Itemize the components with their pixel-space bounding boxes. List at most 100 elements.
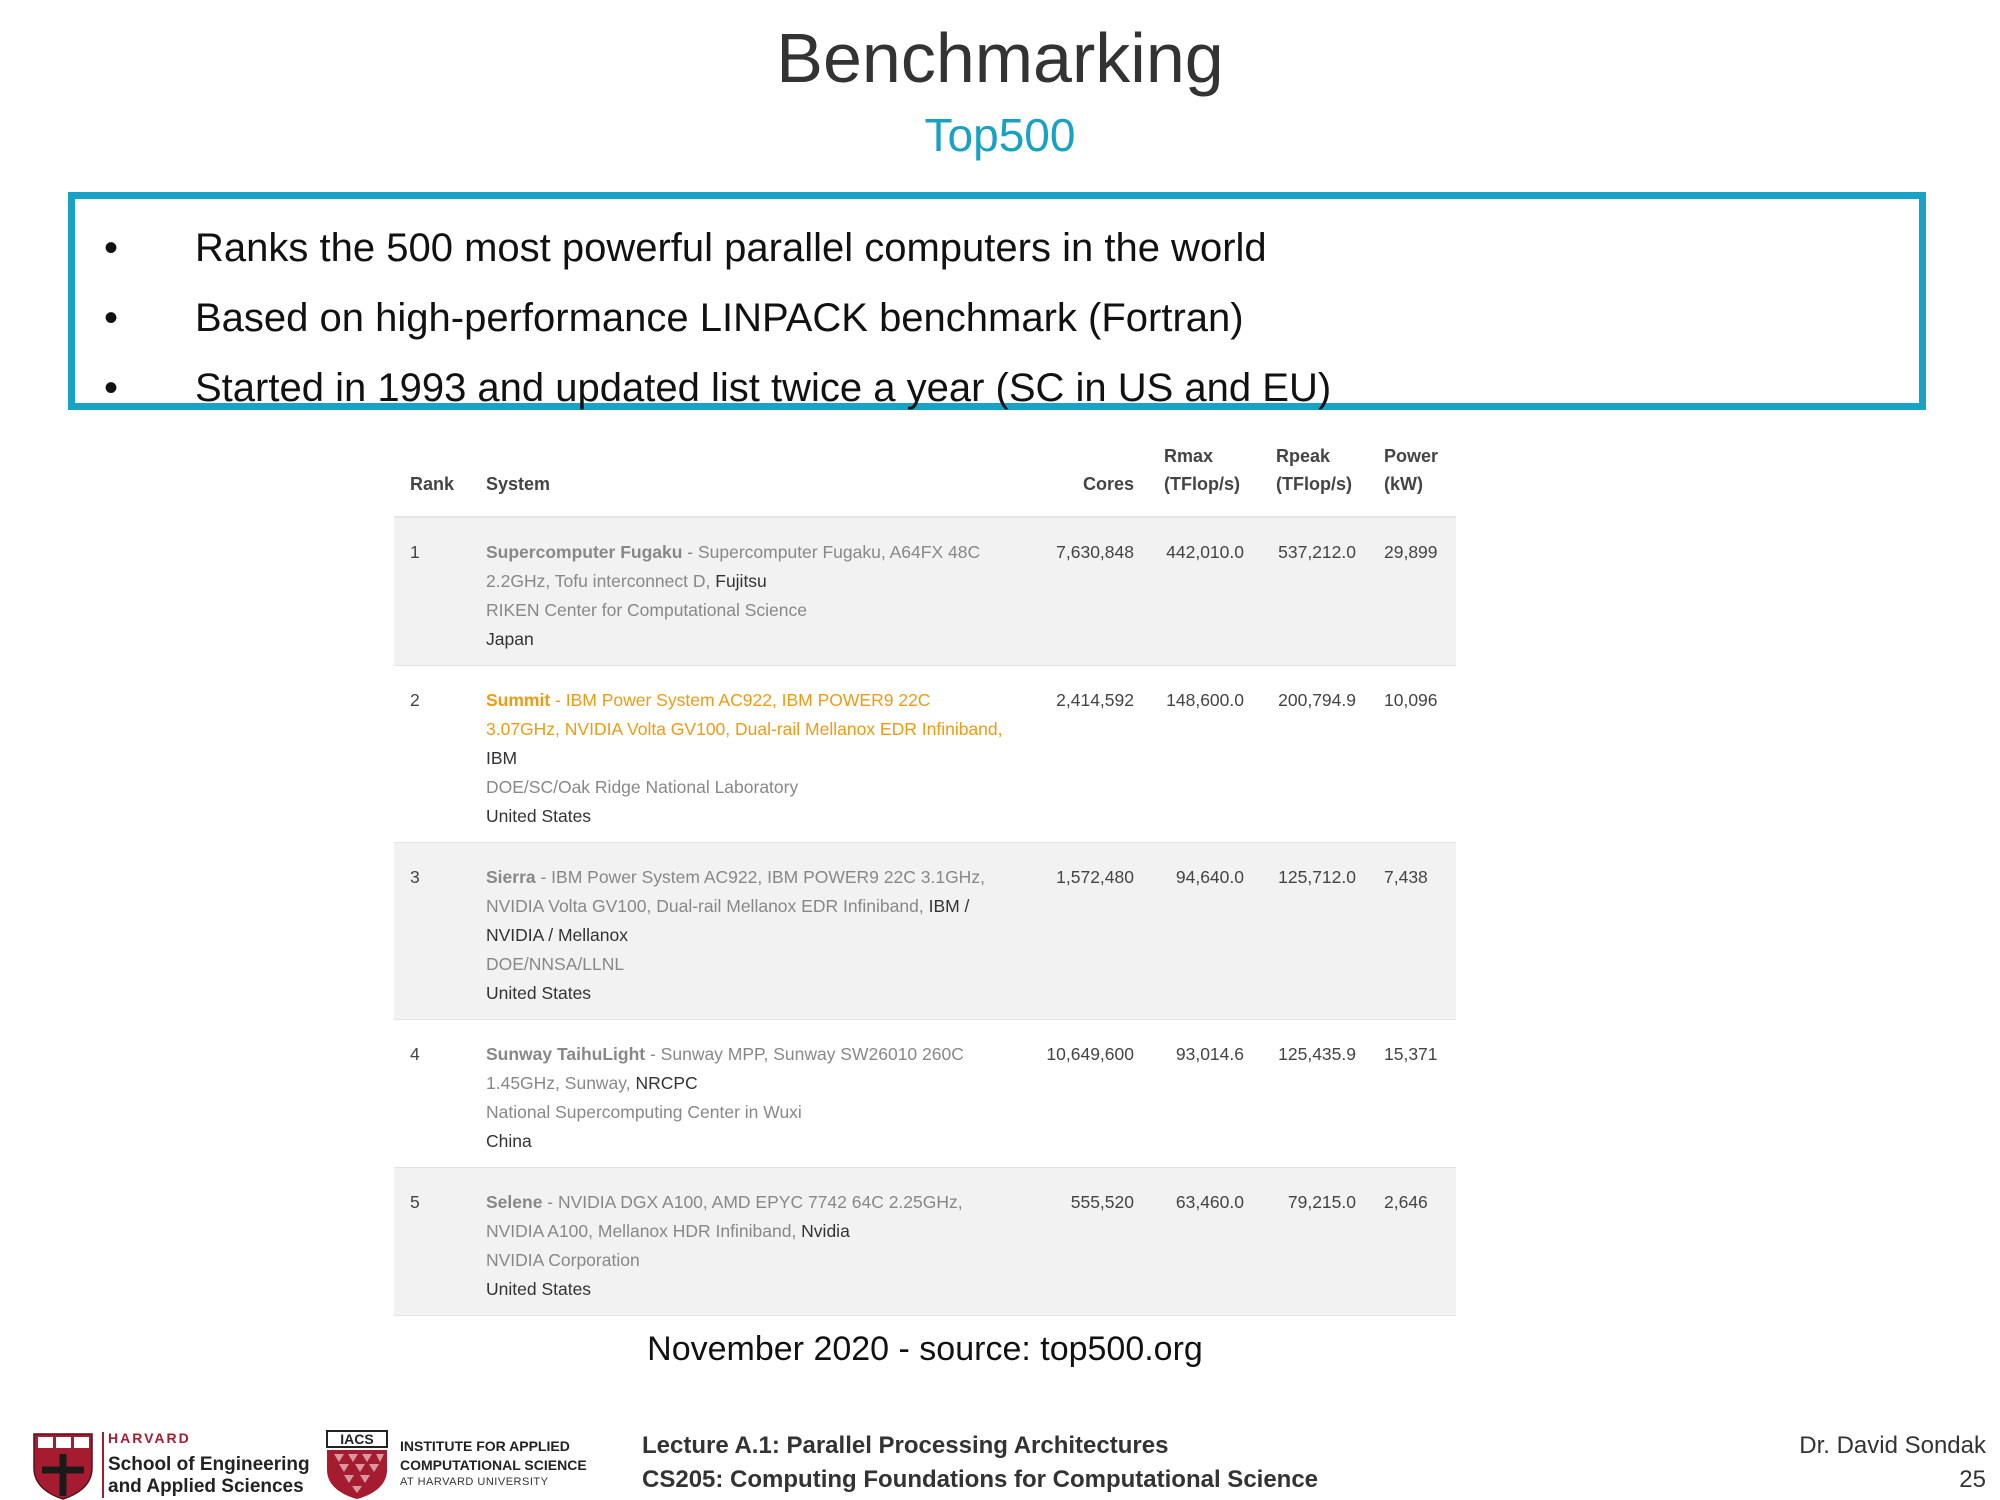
iacs-line1: INSTITUTE FOR APPLIED: [400, 1438, 570, 1454]
bullet-text: Based on high-performance LINPACK benchm…: [195, 295, 1244, 340]
bullet-dot: •: [103, 295, 118, 340]
slide-subtitle: Top500: [924, 109, 1076, 161]
system-vendor[interactable]: Fujitsu: [715, 571, 767, 591]
system-country[interactable]: United States: [486, 1279, 592, 1299]
page-number: 25: [1959, 1466, 1986, 1493]
system-site[interactable]: NVIDIA Corporation: [486, 1250, 640, 1270]
header-system: System: [486, 474, 551, 494]
system-vendor[interactable]: IBM: [486, 748, 518, 768]
rank-cell: 3: [410, 867, 420, 887]
system-name-link[interactable]: Sierra: [486, 867, 536, 887]
rmax-cell: 93,014.6: [1175, 1044, 1244, 1064]
iacs-badge: IACS: [340, 1431, 373, 1447]
header-cores: Cores: [1082, 474, 1134, 494]
rpeak-cell: 125,712.0: [1278, 867, 1356, 887]
table-row: 5 Selene - NVIDIA DGX A100, AMD EPYC 774…: [394, 1168, 1456, 1316]
source-caption: November 2020 - source: top500.org: [647, 1330, 1203, 1368]
rpeak-cell: 537,212.0: [1278, 542, 1356, 562]
header-rmax-line2: (TFlop/s): [1164, 474, 1240, 494]
rmax-cell: 63,460.0: [1175, 1192, 1244, 1212]
rpeak-cell: 200,794.9: [1278, 690, 1356, 710]
system-vendor[interactable]: Nvidia: [801, 1221, 850, 1241]
header-power: Power (kW): [1384, 442, 1438, 498]
iacs-line2: COMPUTATIONAL SCIENCE: [400, 1457, 587, 1473]
iacs-logo-icon: [326, 1430, 388, 1499]
cores-cell: 555,520: [1070, 1192, 1134, 1212]
system-cell: Sierra - IBM Power System AC922, IBM POW…: [486, 863, 1006, 1008]
header-power-line2: (kW): [1384, 474, 1423, 494]
system-cell: Sunway TaihuLight - Sunway MPP, Sunway S…: [486, 1040, 1006, 1156]
rpeak-cell: 79,215.0: [1287, 1192, 1356, 1212]
top500-table: Rank System Cores Rmax (TFlop/s) Rpeak (…: [394, 434, 1456, 1316]
system-name-link[interactable]: Summit: [486, 690, 551, 710]
system-cell: Selene - NVIDIA DGX A100, AMD EPYC 7742 …: [486, 1188, 1006, 1304]
system-site[interactable]: DOE/NNSA/LLNL: [486, 954, 625, 974]
system-desc[interactable]: - NVIDIA DGX A100, AMD EPYC 7742 64C 2.2…: [486, 1192, 963, 1241]
rank-cell: 5: [410, 1192, 420, 1212]
table-header: Rank System Cores Rmax (TFlop/s) Rpeak (…: [394, 434, 1456, 518]
header-power-line1: Power: [1384, 446, 1439, 466]
system-country[interactable]: United States: [486, 806, 592, 826]
system-country[interactable]: China: [486, 1131, 532, 1151]
harvard-school-line2: and Applied Sciences: [108, 1476, 304, 1497]
rpeak-cell: 125,435.9: [1278, 1044, 1356, 1064]
system-site[interactable]: RIKEN Center for Computational Science: [486, 600, 807, 620]
system-desc[interactable]: - IBM Power System AC922, IBM POWER9 22C…: [486, 867, 985, 916]
cores-cell: 1,572,480: [1056, 867, 1134, 887]
cores-cell: 7,630,848: [1056, 542, 1134, 562]
table-row: 4 Sunway TaihuLight - Sunway MPP, Sunway…: [394, 1020, 1456, 1168]
rank-cell: 4: [410, 1044, 420, 1064]
system-cell: Summit - IBM Power System AC922, IBM POW…: [486, 686, 1006, 831]
header-rank: Rank: [410, 474, 455, 494]
header-rpeak-line2: (TFlop/s): [1276, 474, 1352, 494]
system-cell: Supercomputer Fugaku - Supercomputer Fug…: [486, 538, 1006, 654]
system-desc[interactable]: - IBM Power System AC922, IBM POWER9 22C…: [486, 690, 1003, 739]
system-desc[interactable]: - Sunway MPP, Sunway SW26010 260C 1.45GH…: [486, 1044, 964, 1093]
rmax-cell: 94,640.0: [1175, 867, 1244, 887]
rank-cell: 1: [410, 542, 420, 562]
system-name-link[interactable]: Sunway TaihuLight: [486, 1044, 646, 1064]
table-row: 3 Sierra - IBM Power System AC922, IBM P…: [394, 843, 1456, 1020]
power-cell: 15,371: [1384, 1044, 1438, 1064]
power-cell: 7,438: [1384, 867, 1428, 887]
table-row: 1 Supercomputer Fugaku - Supercomputer F…: [394, 518, 1456, 666]
harvard-divider: [102, 1432, 104, 1498]
power-cell: 2,646: [1384, 1192, 1428, 1212]
bullet-text: Ranks the 500 most powerful parallel com…: [195, 225, 1267, 270]
header-rmax-line1: Rmax: [1164, 446, 1214, 466]
cores-cell: 2,414,592: [1056, 690, 1134, 710]
bullet-text: Started in 1993 and updated list twice a…: [195, 365, 1332, 410]
rmax-cell: 442,010.0: [1166, 542, 1244, 562]
system-country[interactable]: Japan: [486, 629, 534, 649]
slide-footer: HARVARD School of Engineering and Applie…: [0, 1428, 2000, 1500]
system-name-link[interactable]: Supercomputer Fugaku: [486, 542, 683, 562]
iacs-badge-text: IACS: [340, 1431, 373, 1447]
system-name-link[interactable]: Selene: [486, 1192, 543, 1212]
lecture-title: Lecture A.1: Parallel Processing Archite…: [642, 1432, 1169, 1459]
header-rpeak-line1: Rpeak: [1276, 446, 1331, 466]
rmax-cell: 148,600.0: [1166, 690, 1244, 710]
slide-title: Benchmarking: [776, 19, 1224, 97]
bullet-box: • Ranks the 500 most powerful parallel c…: [68, 192, 1926, 410]
power-cell: 10,096: [1384, 690, 1438, 710]
system-site[interactable]: DOE/SC/Oak Ridge National Laboratory: [486, 777, 799, 797]
system-country[interactable]: United States: [486, 983, 592, 1003]
bullet-item: • Started in 1993 and updated list twice…: [75, 353, 1919, 423]
table-row: 2 Summit - IBM Power System AC922, IBM P…: [394, 666, 1456, 843]
system-site[interactable]: National Supercomputing Center in Wuxi: [486, 1102, 802, 1122]
power-cell: 29,899: [1384, 542, 1438, 562]
iacs-line3: AT HARVARD UNIVERSITY: [400, 1476, 549, 1488]
cores-cell: 10,649,600: [1046, 1044, 1134, 1064]
bullet-dot: •: [103, 365, 118, 410]
bullet-item: • Ranks the 500 most powerful parallel c…: [75, 213, 1919, 283]
system-desc[interactable]: - Supercomputer Fugaku, A64FX 48C 2.2GHz…: [486, 542, 981, 591]
system-vendor[interactable]: NRCPC: [635, 1073, 698, 1093]
header-rmax: Rmax (TFlop/s): [1164, 442, 1240, 498]
system-vendor[interactable]: IBM / NVIDIA / Mellanox: [486, 896, 970, 945]
rank-cell: 2: [410, 690, 420, 710]
bullet-item: • Based on high-performance LINPACK benc…: [75, 283, 1919, 353]
bullet-dot: •: [103, 225, 118, 270]
author-name: Dr. David Sondak: [1799, 1432, 1986, 1459]
course-title: CS205: Computing Foundations for Computa…: [642, 1466, 1319, 1493]
harvard-wordmark: HARVARD: [108, 1430, 191, 1446]
